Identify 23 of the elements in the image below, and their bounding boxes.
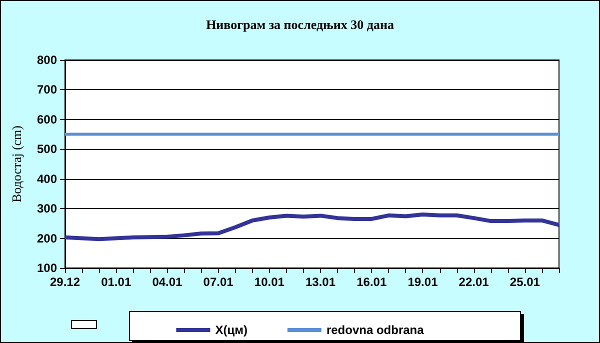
x-tick-label: 04.01 <box>152 275 183 289</box>
y-tick-label: 300 <box>36 202 58 216</box>
legend-label: X(цм) <box>215 323 248 337</box>
line-series <box>63 212 561 242</box>
legend-label: redovna odbrana <box>326 323 424 337</box>
y-tick-label: 500 <box>36 142 58 156</box>
y-tick-label: 400 <box>36 172 58 186</box>
y-tick-label: 200 <box>36 231 58 246</box>
y-tick-label: 600 <box>36 112 58 126</box>
x-tick-label: 25.01 <box>510 275 540 289</box>
x-tick-label: 19.01 <box>408 275 438 289</box>
x-tick-label: 01.01 <box>101 275 132 289</box>
chart-title: Нивограм за последњих 30 дана <box>206 17 394 32</box>
x-tick-label: 07.01 <box>203 275 234 289</box>
x-tick-label: 16.01 <box>356 275 387 289</box>
x-tick-label: 10.01 <box>254 275 285 289</box>
y-tick-label: 100 <box>36 261 58 275</box>
x-tick-label: 29.12 <box>50 275 80 289</box>
y-tick-label: 800 <box>36 53 58 67</box>
x-tick-label: 13.01 <box>306 275 336 289</box>
x-tick-label: 22.01 <box>458 275 490 289</box>
y-axis-title: Водостај (cm) <box>9 125 24 203</box>
y-tick-label: 700 <box>36 82 58 97</box>
